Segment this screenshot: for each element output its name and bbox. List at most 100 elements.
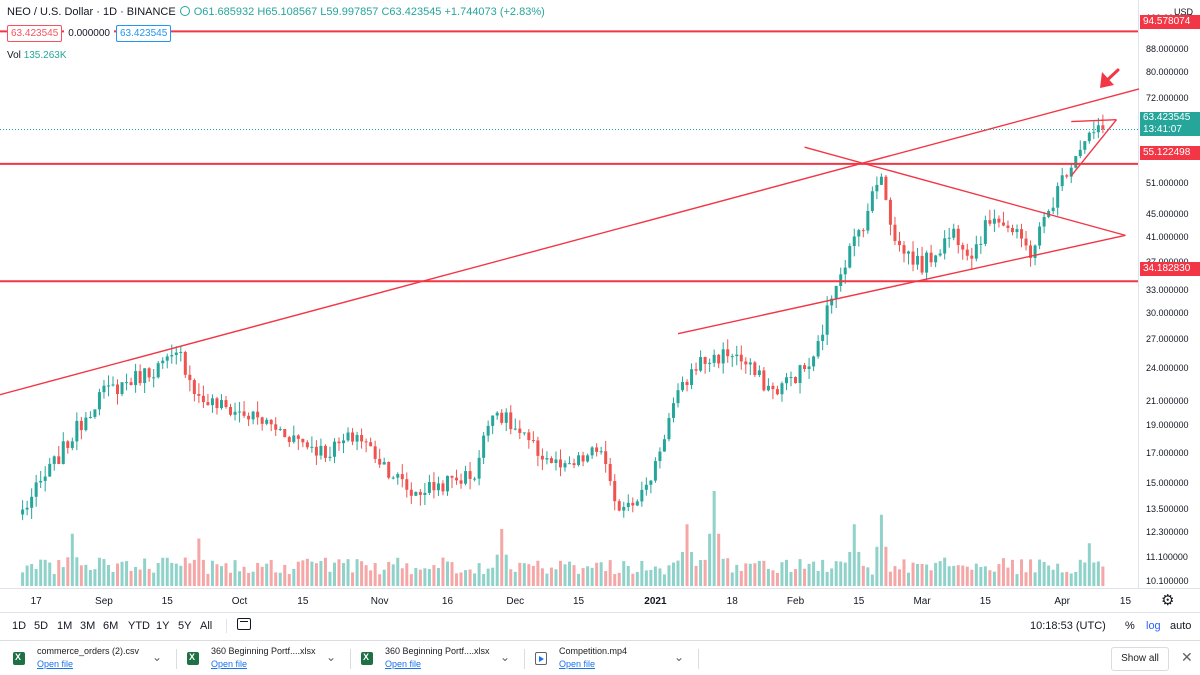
- volume-bar: [879, 514, 883, 586]
- eye-icon[interactable]: [179, 6, 190, 16]
- volume-bar: [595, 562, 599, 586]
- time-tick-label: 17: [30, 596, 42, 607]
- candle-body: [979, 243, 983, 245]
- trendline-drawing: [1070, 119, 1117, 177]
- trendline-drawing: [1071, 118, 1117, 123]
- price-chart[interactable]: [0, 0, 1200, 612]
- volume-bar: [735, 564, 739, 586]
- candle-body: [1087, 132, 1091, 142]
- candle-body: [432, 482, 436, 491]
- volume-bar: [43, 559, 47, 586]
- volume-bar: [215, 564, 219, 586]
- price-tick-label: 30.000000: [1146, 308, 1189, 319]
- download-item[interactable]: commerce_orders (2).csv Open file ⌄: [0, 641, 170, 675]
- candle-body: [708, 362, 712, 364]
- volume-bar: [1024, 572, 1028, 586]
- volume-bar: [283, 564, 287, 586]
- chevron-down-icon[interactable]: ⌄: [326, 650, 336, 664]
- candle-body: [468, 471, 472, 479]
- sell-price-tag[interactable]: 63.423545: [7, 25, 63, 42]
- log-scale-button[interactable]: log: [1146, 620, 1161, 632]
- volume-bar: [970, 569, 974, 586]
- range-button-1y[interactable]: 1Y: [156, 620, 170, 632]
- chevron-down-icon[interactable]: ⌄: [152, 650, 162, 664]
- candle-body: [224, 400, 228, 408]
- volume-bar: [52, 574, 56, 586]
- candle-body: [450, 475, 454, 478]
- range-button-6m[interactable]: 6M: [103, 620, 119, 632]
- candle-body: [378, 458, 382, 465]
- calendar-icon[interactable]: [237, 618, 251, 630]
- download-item[interactable]: Competition.mp4 Open file ⌄: [522, 641, 692, 675]
- candle-body: [323, 445, 327, 458]
- candle-body: [766, 385, 770, 391]
- volume-bar: [88, 569, 92, 586]
- volume-bar: [1078, 559, 1082, 586]
- range-button-3m[interactable]: 3M: [80, 620, 96, 632]
- candle-body: [640, 489, 644, 502]
- volume-bar: [857, 552, 861, 586]
- arrow-drawing-head: [1100, 72, 1114, 88]
- candle-body: [351, 432, 355, 442]
- percent-scale-button[interactable]: %: [1125, 620, 1135, 632]
- candle-body: [229, 407, 233, 415]
- spread-value: 0.000000: [64, 25, 114, 42]
- volume-bar: [794, 569, 798, 586]
- volume-bar: [364, 565, 368, 586]
- price-tick-label: 80.000000: [1146, 67, 1189, 78]
- price-tick-label: 88.000000: [1146, 44, 1189, 55]
- volume-bar: [902, 559, 906, 586]
- candle-body: [129, 382, 133, 386]
- chevron-down-icon[interactable]: ⌄: [674, 650, 684, 664]
- open-file-link[interactable]: Open file: [37, 659, 74, 669]
- range-button-1m[interactable]: 1M: [57, 620, 73, 632]
- download-filename: 360 Beginning Portf....xlsx: [211, 646, 316, 656]
- volume-bar: [48, 562, 52, 586]
- time-tick-label: 15: [572, 596, 585, 607]
- range-button-ytd[interactable]: YTD: [128, 620, 150, 632]
- range-button-all[interactable]: All: [200, 620, 213, 632]
- range-button-1d[interactable]: 1D: [12, 620, 27, 632]
- candle-body: [1024, 238, 1028, 246]
- show-all-button[interactable]: Show all: [1111, 647, 1169, 671]
- chevron-down-icon[interactable]: ⌄: [500, 650, 510, 664]
- volume-bar: [97, 557, 101, 586]
- open-file-link[interactable]: Open file: [559, 659, 596, 669]
- candle-body: [1033, 245, 1037, 258]
- download-item[interactable]: 360 Beginning Portf....xlsx Open file ⌄: [348, 641, 518, 675]
- candle-body: [983, 220, 987, 244]
- candle-body: [803, 365, 807, 370]
- candle-body: [676, 390, 680, 404]
- candle-body: [84, 417, 88, 431]
- range-button-5y[interactable]: 5Y: [178, 620, 192, 632]
- volume-bar: [1010, 559, 1014, 586]
- candle-body: [518, 428, 522, 433]
- price-tick-label: 15.000000: [1146, 478, 1189, 489]
- utc-clock[interactable]: 10:18:53 (UTC): [1030, 620, 1106, 632]
- currency-label[interactable]: USD: [1174, 7, 1194, 17]
- gear-icon[interactable]: ⚙: [1161, 592, 1175, 609]
- candle-body: [70, 441, 74, 448]
- volume-bar: [1060, 572, 1064, 586]
- auto-scale-button[interactable]: auto: [1170, 620, 1192, 632]
- candle-body: [884, 176, 888, 200]
- price-tick-label: 19.000000: [1146, 420, 1189, 431]
- symbol-title[interactable]: NEO / U.S. Dollar · 1D · BINANCE: [7, 6, 176, 18]
- buy-price-tag[interactable]: 63.423545: [116, 25, 172, 42]
- price-tick-label: 27.000000: [1146, 334, 1189, 345]
- download-item[interactable]: 360 Beginning Portf....xlsx Open file ⌄: [174, 641, 344, 675]
- candle-body: [784, 377, 788, 384]
- volume-bar: [581, 568, 585, 586]
- hline-label-mid: 55.122498: [1140, 146, 1200, 160]
- candle-body: [120, 382, 124, 395]
- volume-bar: [798, 559, 802, 586]
- range-button-5d[interactable]: 5D: [34, 620, 49, 632]
- candle-body: [1042, 216, 1046, 227]
- open-file-link[interactable]: Open file: [385, 659, 422, 669]
- close-icon[interactable]: ✕: [1181, 649, 1193, 665]
- volume-bar: [753, 563, 757, 586]
- volume-bar: [30, 563, 34, 586]
- open-file-link[interactable]: Open file: [211, 659, 248, 669]
- volume-bar: [382, 569, 386, 586]
- chart-pane[interactable]: NEO / U.S. Dollar · 1D · BINANCE O61.6859…: [0, 0, 1200, 612]
